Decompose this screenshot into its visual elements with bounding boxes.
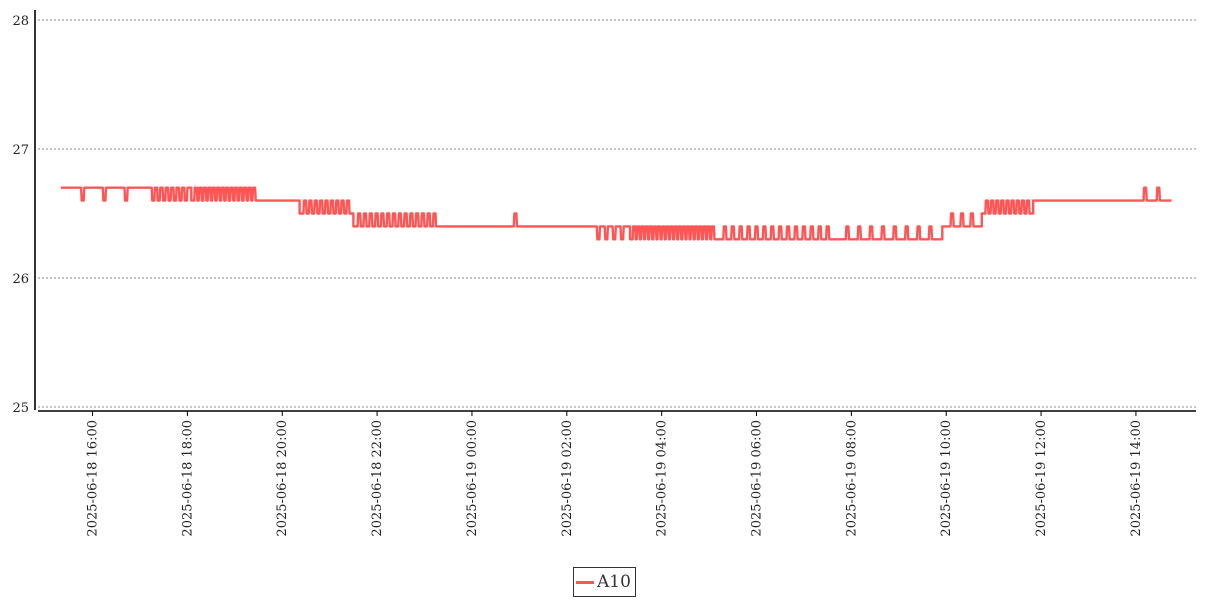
y-tick-label: 26 (12, 272, 29, 287)
x-tick-label: 2025-06-19 04:00 (655, 420, 670, 537)
x-tick-label: 2025-06-19 12:00 (1034, 420, 1049, 537)
series-layer (60, 186, 1172, 241)
legend-label-a10: A10 (597, 572, 631, 592)
grid-lines (38, 19, 1196, 408)
x-tick-label: 2025-06-19 06:00 (750, 420, 765, 537)
x-tick-label: 2025-06-19 10:00 (939, 420, 954, 537)
x-tick-label: 2025-06-18 20:00 (275, 420, 290, 537)
y-tick-label: 25 (12, 401, 29, 416)
x-tick-label: 2025-06-19 02:00 (560, 420, 575, 537)
y-tick-label: 27 (12, 143, 29, 158)
series-line-a10 (60, 186, 1172, 241)
x-tick-label: 2025-06-18 22:00 (370, 420, 385, 537)
y-tick-labels: 25 26 27 28 (12, 14, 29, 416)
x-tick-label: 2025-06-18 16:00 (86, 420, 101, 537)
x-tick-label: 2025-06-19 14:00 (1129, 420, 1144, 537)
x-tick-label: 2025-06-18 18:00 (180, 420, 195, 537)
x-tick-label: 2025-06-19 08:00 (844, 420, 859, 537)
y-tick-label: 28 (12, 14, 29, 29)
legend: A10 (573, 567, 636, 597)
x-tick-label: 2025-06-19 00:00 (465, 420, 480, 537)
x-tick-labels: 2025-06-18 16:00 2025-06-18 18:00 2025-06-… (86, 411, 1144, 537)
axes (34, 10, 1196, 412)
legend-swatch-a10 (576, 580, 594, 584)
